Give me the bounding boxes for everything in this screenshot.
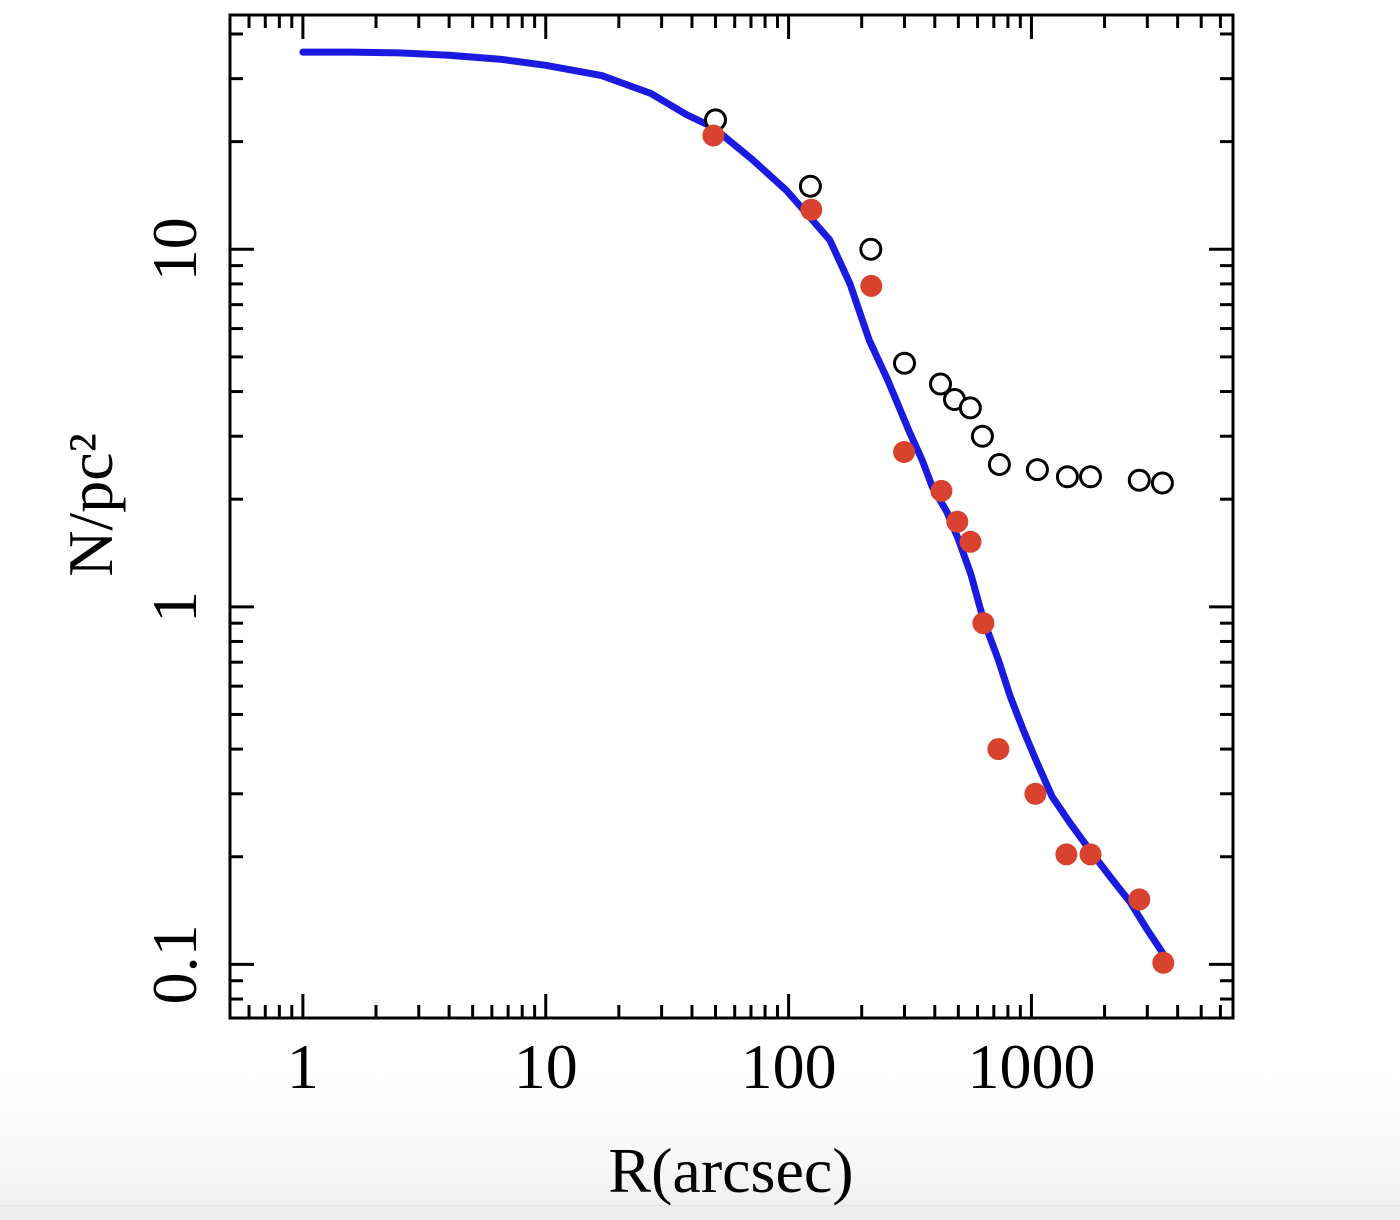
x-tick-label-3: 1000 (967, 1031, 1095, 1102)
red-filled-points-marker (860, 274, 883, 297)
open-circle-points-marker (1150, 471, 1174, 495)
x-tick-label-2: 100 (741, 1031, 837, 1102)
open-circle-points-marker (1055, 465, 1079, 489)
model-fit-curve (299, 48, 1166, 956)
x-tick-label-1: 10 (514, 1031, 578, 1102)
red-filled-points-marker (800, 198, 823, 221)
red-filled-points-marker (1024, 782, 1047, 805)
open-circle-points-marker (859, 237, 883, 261)
y-tick-label-0: 10 (139, 217, 210, 281)
open-circle-points-marker (893, 351, 916, 375)
red-filled-points-marker (1152, 951, 1175, 974)
open-circle-points-marker (958, 396, 982, 420)
open-circle-points-marker (929, 372, 952, 396)
open-circle-points-marker (1025, 458, 1049, 482)
red-filled-points-marker (959, 530, 982, 553)
red-filled-points-marker (1128, 888, 1151, 911)
y-tick-label-1: 1 (139, 591, 210, 623)
red-filled-points-marker (893, 441, 916, 463)
red-filled-points-marker (930, 479, 953, 502)
window-bottom-bar (0, 1205, 1400, 1220)
x-axis-title: R(arcsec) (608, 1135, 853, 1206)
x-tick-label-0: 1 (287, 1031, 319, 1102)
red-filled-points-marker (946, 510, 969, 533)
y-axis-title: N/pc² (55, 433, 126, 577)
open-circle-points-marker (1079, 465, 1102, 489)
open-circle-points-marker (798, 174, 822, 198)
y-tick-label-2: 0.1 (139, 924, 210, 1004)
red-filled-points-marker (987, 738, 1010, 761)
red-filled-points-marker (702, 124, 725, 147)
open-circle-points-marker (987, 453, 1011, 476)
red-filled-points-marker (972, 612, 995, 635)
open-circle-points-marker (1127, 468, 1151, 492)
red-filled-points-marker (1079, 843, 1102, 866)
open-circle-points-marker (970, 424, 994, 448)
red-filled-points-marker (1055, 843, 1078, 866)
plot-frame (228, 13, 1235, 1020)
